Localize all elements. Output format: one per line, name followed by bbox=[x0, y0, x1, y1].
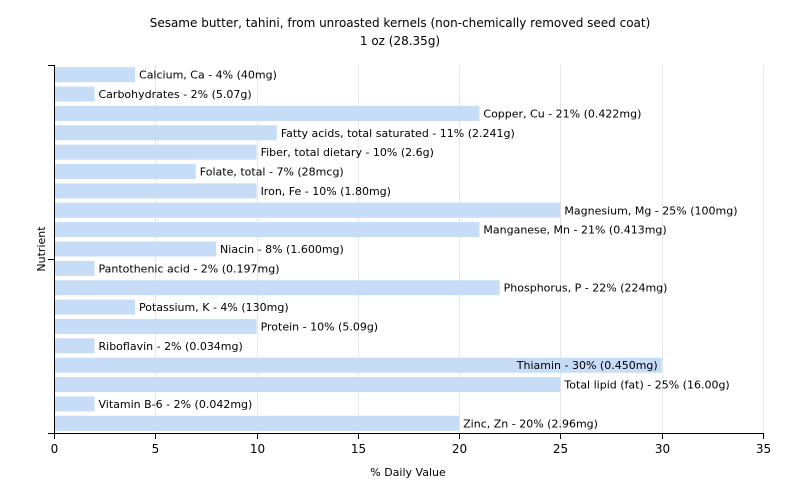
bar-series: Calcium, Ca - 4% (40mg) Carbohydrates - 2… bbox=[55, 67, 738, 431]
bar bbox=[55, 105, 480, 121]
bar-label: Thiamin - 30% (0.450mg) bbox=[516, 359, 658, 372]
bar-label: Total lipid (fat) - 25% (16.00g) bbox=[563, 379, 729, 392]
bar bbox=[55, 164, 196, 180]
bar-label: Calcium, Ca - 4% (40mg) bbox=[139, 69, 277, 82]
bar-label: Manganese, Mn - 21% (0.413mg) bbox=[483, 224, 666, 237]
x-axis-label: % Daily Value bbox=[370, 466, 446, 479]
bar bbox=[55, 396, 95, 412]
bar-label: Fiber, total dietary - 10% (2.6g) bbox=[261, 146, 434, 159]
bar-label: Copper, Cu - 21% (0.422mg) bbox=[483, 107, 641, 120]
bar-label: Niacin - 8% (1.600mg) bbox=[220, 243, 344, 256]
bar-label: Vitamin B-6 - 2% (0.042mg) bbox=[99, 398, 253, 411]
bar bbox=[55, 280, 500, 296]
bar bbox=[55, 202, 561, 218]
bar-label: Carbohydrates - 2% (5.07g) bbox=[99, 88, 252, 101]
bar-label: Pantothenic acid - 2% (0.197mg) bbox=[99, 262, 280, 275]
x-tick-label: 20 bbox=[452, 442, 467, 456]
bar-label: Iron, Fe - 10% (1.80mg) bbox=[261, 185, 391, 198]
bar bbox=[55, 299, 136, 315]
x-tick-label: 30 bbox=[655, 442, 670, 456]
x-tick-label: 15 bbox=[351, 442, 366, 456]
x-axis-ticks: 0 5 10 15 20 25 30 35 bbox=[51, 433, 771, 456]
bar-label: Magnesium, Mg - 25% (100mg) bbox=[564, 204, 737, 217]
x-tick-label: 10 bbox=[250, 442, 265, 456]
bar-label: Riboflavin - 2% (0.034mg) bbox=[99, 340, 243, 353]
bar-label: Protein - 10% (5.09g) bbox=[261, 320, 379, 333]
x-tick-label: 35 bbox=[756, 442, 771, 456]
chart-title: Sesame butter, tahini, from unroasted ke… bbox=[150, 16, 651, 30]
bar bbox=[55, 318, 257, 334]
bar bbox=[55, 67, 136, 83]
bar bbox=[55, 144, 257, 160]
bar-label: Folate, total - 7% (28mcg) bbox=[200, 166, 344, 179]
bar bbox=[55, 183, 257, 199]
bar bbox=[55, 86, 95, 102]
bar bbox=[55, 260, 95, 276]
x-tick-label: 25 bbox=[553, 442, 568, 456]
bar bbox=[55, 415, 460, 431]
x-tick-label: 5 bbox=[152, 442, 160, 456]
bar-label: Zinc, Zn - 20% (2.96mg) bbox=[463, 417, 598, 430]
bar bbox=[55, 125, 277, 141]
bar-label: Potassium, K - 4% (130mg) bbox=[139, 301, 289, 314]
bar bbox=[55, 338, 95, 354]
bar bbox=[55, 222, 480, 238]
bar bbox=[55, 241, 217, 257]
y-axis-label: Nutrient bbox=[35, 226, 48, 272]
x-tick-label: 0 bbox=[51, 442, 59, 456]
chart-subtitle: 1 oz (28.35g) bbox=[360, 34, 440, 48]
bar-label: Phosphorus, P - 22% (224mg) bbox=[504, 282, 668, 295]
bar-label: Fatty acids, total saturated - 11% (2.24… bbox=[281, 127, 515, 140]
axes bbox=[48, 65, 763, 434]
bar bbox=[55, 377, 561, 393]
bar bbox=[55, 357, 662, 373]
